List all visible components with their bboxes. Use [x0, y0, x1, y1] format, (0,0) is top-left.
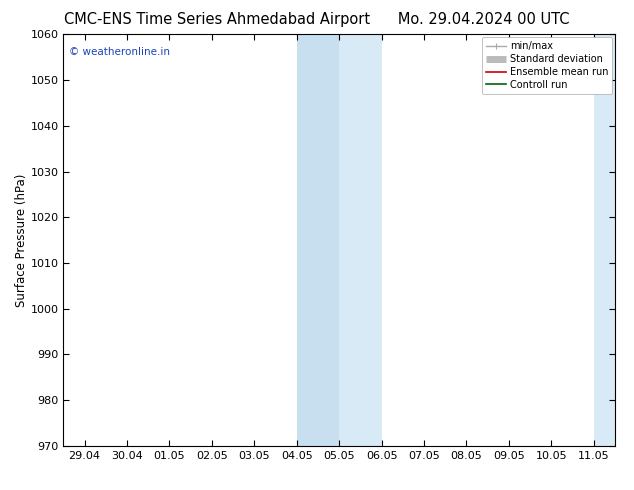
- Y-axis label: Surface Pressure (hPa): Surface Pressure (hPa): [15, 173, 28, 307]
- Bar: [594, 34, 615, 446]
- Text: © weatheronline.in: © weatheronline.in: [69, 47, 170, 57]
- Legend: min/max, Standard deviation, Ensemble mean run, Controll run: min/max, Standard deviation, Ensemble me…: [482, 37, 612, 94]
- Bar: [297, 34, 339, 446]
- Text: CMC-ENS Time Series Ahmedabad Airport      Mo. 29.04.2024 00 UTC: CMC-ENS Time Series Ahmedabad Airport Mo…: [64, 12, 570, 27]
- Bar: [339, 34, 382, 446]
